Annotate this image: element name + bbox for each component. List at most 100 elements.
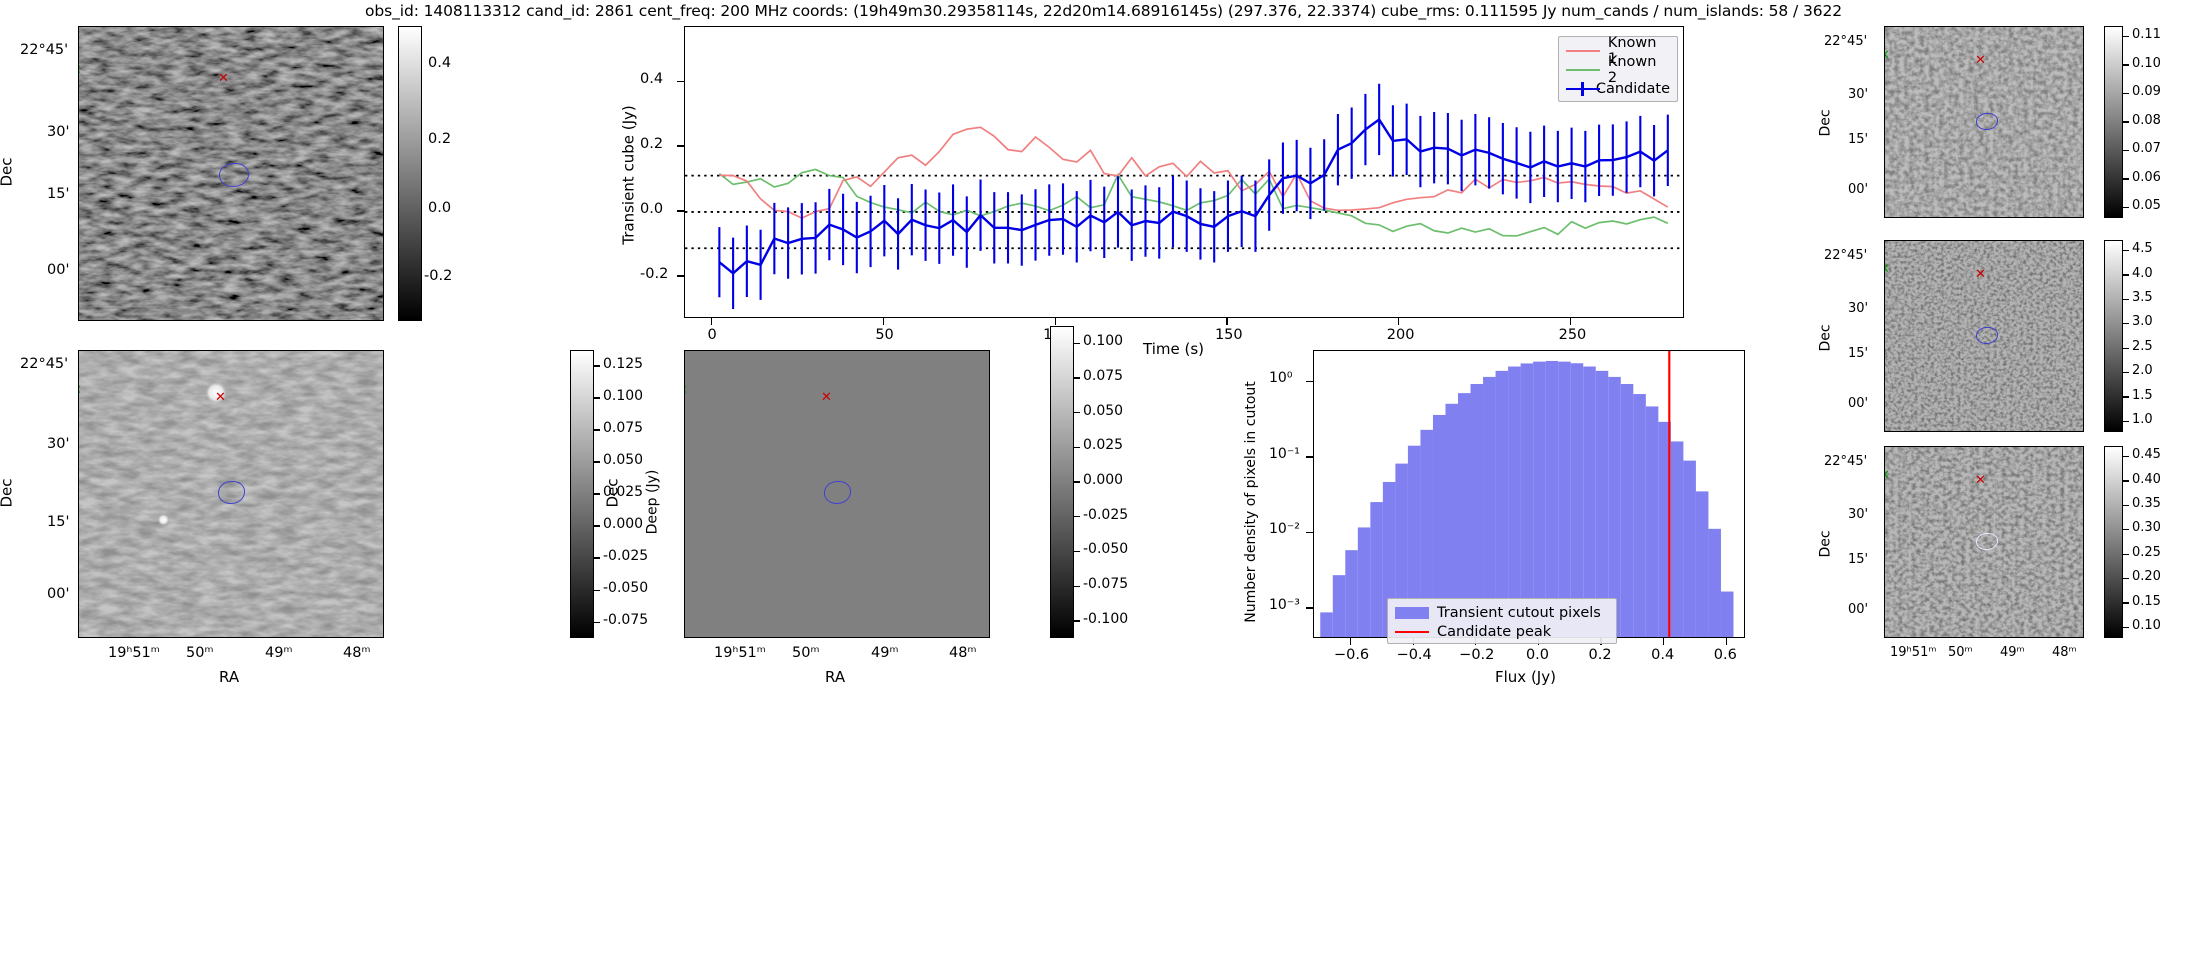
panel-transient-cube[interactable]: ✕ ✕ bbox=[78, 26, 384, 321]
candidate-source-marker: ✕ bbox=[218, 71, 229, 86]
xtick: 49ᵐ bbox=[871, 645, 899, 661]
ytick: 30' bbox=[1848, 87, 1869, 102]
tick-label: 0.25 bbox=[2132, 544, 2161, 560]
tick-label: 10⁻³ bbox=[1269, 596, 1300, 613]
ytick: 30' bbox=[47, 124, 70, 140]
colorbar-tick bbox=[2123, 206, 2129, 209]
panel-rms[interactable]: ✕ ✕ bbox=[1884, 26, 2084, 218]
lightcurve-legend: Known 1 Known 2 Candidate bbox=[1558, 35, 1678, 102]
xtick: 49ᵐ bbox=[265, 645, 293, 661]
candidate-source-marker: ✕ bbox=[215, 390, 226, 405]
panel-flat[interactable]: ✕ ✕ bbox=[684, 350, 990, 638]
colorbar-tick bbox=[2123, 92, 2129, 95]
other-source-marker: ✕ bbox=[79, 64, 82, 77]
colorbar-tick bbox=[1074, 516, 1080, 518]
island-outline bbox=[1976, 113, 1998, 130]
panel-deep[interactable]: ✕ ✕ bbox=[78, 350, 384, 638]
axis-tick bbox=[1398, 318, 1400, 325]
ytick: 22°45' bbox=[1824, 248, 1868, 263]
panel-histogram[interactable] bbox=[1313, 350, 1745, 638]
candidate-errorbar-swatch bbox=[1566, 81, 1600, 96]
tick-label: 0.0 bbox=[640, 200, 664, 217]
colorbar-tick bbox=[1074, 446, 1080, 448]
flat-colorbar bbox=[1050, 326, 1074, 638]
tick-label: −0.6 bbox=[1333, 647, 1370, 663]
tick-label: -0.075 bbox=[603, 612, 649, 629]
colorbar-tick bbox=[1074, 481, 1080, 483]
tick-label: 0.15 bbox=[2132, 593, 2161, 609]
axis-tick bbox=[677, 145, 684, 147]
ytick: 22°45' bbox=[1824, 34, 1868, 49]
tick-label: −0.4 bbox=[1396, 647, 1432, 663]
tick-label: -0.100 bbox=[1083, 610, 1129, 627]
tick-label: 0.07 bbox=[2132, 141, 2161, 157]
tick-label: 0.000 bbox=[603, 515, 644, 532]
ytick: 00' bbox=[47, 262, 70, 278]
xtick: 19ʰ51ᵐ bbox=[1890, 645, 1937, 660]
tick-label: 0.050 bbox=[1083, 402, 1124, 419]
tick-label: -0.050 bbox=[1083, 541, 1129, 558]
panel-tcg[interactable]: ✕ ✕ bbox=[1884, 446, 2084, 638]
panel-transient-cube-ylabel: Dec bbox=[0, 157, 16, 187]
panel-spike[interactable]: ✕ ✕ bbox=[1884, 240, 2084, 432]
transient-cube-colorbar bbox=[398, 26, 422, 321]
axis-tick bbox=[1725, 638, 1727, 645]
xtick: 50ᵐ bbox=[792, 645, 820, 661]
tick-label: 10⁻¹ bbox=[1269, 445, 1300, 462]
tick-label: 0.6 bbox=[1713, 647, 1737, 663]
xtick: 50ᵐ bbox=[1948, 645, 1973, 660]
other-source-marker: ✕ bbox=[1885, 49, 1890, 62]
tick-label: 4.0 bbox=[2132, 265, 2153, 281]
tick-label: −0.2 bbox=[1459, 647, 1495, 663]
tick-label: 0.10 bbox=[2132, 55, 2161, 71]
histogram-svg bbox=[1320, 351, 1734, 637]
tick-label: 0.025 bbox=[1083, 437, 1124, 454]
panel-tcg-ylabel: Dec bbox=[1817, 530, 1834, 558]
ytick: 30' bbox=[47, 436, 70, 452]
tick-label: -0.025 bbox=[603, 548, 649, 564]
colorbar-tick bbox=[594, 621, 600, 623]
colorbar-tick bbox=[594, 429, 600, 431]
other-source-marker: ✕ bbox=[1885, 263, 1890, 276]
tick-label: 0.000 bbox=[1083, 471, 1124, 488]
colorbar-tick bbox=[594, 365, 600, 367]
tick-label: 250 bbox=[1558, 327, 1587, 343]
colorbar-tick bbox=[594, 397, 600, 399]
deep-image bbox=[79, 351, 383, 637]
axis-tick bbox=[1569, 318, 1572, 325]
ytick: 15' bbox=[47, 186, 70, 202]
deep-colorbar bbox=[570, 350, 594, 638]
tick-label: 0.09 bbox=[2132, 84, 2161, 100]
ytick: 30' bbox=[1848, 301, 1869, 316]
ytick: 15' bbox=[1848, 346, 1869, 361]
cbar-tick: 0.0 bbox=[428, 200, 452, 216]
panel-lightcurve[interactable] bbox=[684, 26, 1684, 318]
legend-item-candidate-peak: Candidate peak bbox=[1395, 622, 1609, 641]
colorbar-tick bbox=[2123, 578, 2129, 580]
axis-tick bbox=[1306, 607, 1313, 609]
tick-label: 0 bbox=[707, 327, 717, 343]
colorbar-tick bbox=[2123, 455, 2129, 458]
colorbar-tick bbox=[2123, 372, 2129, 374]
axis-tick bbox=[1054, 318, 1056, 325]
colorbar-tick bbox=[2123, 64, 2129, 66]
legend-label: Candidate peak bbox=[1437, 623, 1552, 640]
panel-histogram-xlabel: Flux (Jy) bbox=[1495, 668, 1556, 686]
panel-deep-xlabel: RA bbox=[219, 668, 240, 686]
colorbar-tick bbox=[2123, 396, 2129, 398]
tick-label: 0.125 bbox=[603, 355, 644, 372]
ytick: 00' bbox=[47, 586, 70, 602]
colorbar-tick bbox=[2123, 626, 2129, 629]
colorbar-tick bbox=[2123, 420, 2129, 423]
tick-label: 0.100 bbox=[603, 387, 644, 404]
ytick: 22°45' bbox=[20, 356, 69, 372]
panel-flat-ylabel: Dec bbox=[603, 478, 622, 508]
candidate-source-marker: ✕ bbox=[821, 390, 832, 405]
colorbar-tick bbox=[1074, 585, 1080, 587]
known-2-line-swatch bbox=[1566, 68, 1600, 71]
colorbar-tick bbox=[2123, 121, 2129, 123]
tick-label: 200 bbox=[1386, 327, 1415, 343]
colorbar-tick bbox=[594, 557, 600, 559]
axis-tick bbox=[1306, 531, 1313, 534]
legend-item-known-1: Known 1 bbox=[1566, 35, 1670, 67]
